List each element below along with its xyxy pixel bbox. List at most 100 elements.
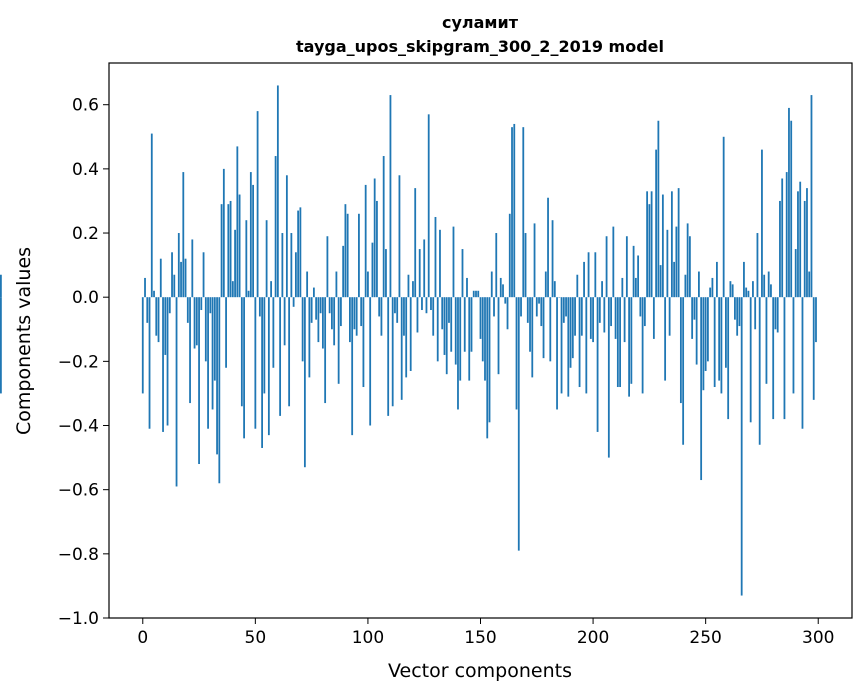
bar <box>569 297 572 368</box>
bar <box>682 297 685 445</box>
y-tick-label: 0.2 <box>72 224 99 244</box>
bar <box>578 297 581 388</box>
bar <box>263 297 266 394</box>
bar <box>294 252 297 298</box>
bar <box>443 297 446 355</box>
y-tick-label: 0.6 <box>72 96 99 116</box>
bar <box>797 191 799 298</box>
bar <box>779 200 781 298</box>
bar <box>303 297 306 468</box>
bar <box>643 297 646 327</box>
bar <box>209 297 212 314</box>
bar <box>355 297 358 336</box>
chart-title: суламит <box>442 13 519 32</box>
bar <box>430 297 432 311</box>
bar <box>346 213 349 298</box>
y-tick-label: 0.4 <box>72 160 99 180</box>
bar <box>403 297 405 336</box>
bar <box>180 261 182 298</box>
bar <box>398 175 401 298</box>
bar <box>297 210 300 298</box>
bar <box>650 191 653 298</box>
bar <box>812 297 815 400</box>
bar <box>639 297 642 317</box>
bar <box>358 213 360 298</box>
bar <box>191 239 194 298</box>
bar <box>173 274 176 298</box>
bar <box>688 236 691 298</box>
bar <box>792 297 795 394</box>
bar <box>0 274 2 298</box>
bar <box>711 277 714 298</box>
bar <box>486 297 489 439</box>
bar <box>283 297 286 346</box>
bar <box>405 297 408 378</box>
bar <box>240 297 243 407</box>
bar <box>448 297 450 323</box>
bar <box>596 297 599 432</box>
bar <box>261 297 263 448</box>
bar <box>508 213 511 298</box>
bar <box>292 297 295 307</box>
bar <box>274 156 277 298</box>
bar <box>407 274 410 298</box>
bar <box>745 287 748 298</box>
bar <box>765 297 768 384</box>
bar <box>542 297 545 359</box>
bar <box>436 297 439 362</box>
bar <box>333 297 336 346</box>
bar <box>382 156 385 298</box>
bar <box>414 188 417 298</box>
bar <box>459 297 462 381</box>
bar <box>389 95 392 298</box>
bar <box>556 297 558 410</box>
bar <box>502 284 504 298</box>
bar <box>477 290 480 298</box>
bar <box>425 297 428 314</box>
bar <box>495 233 498 298</box>
bar <box>574 297 576 336</box>
bar <box>535 297 538 317</box>
bar <box>150 133 153 298</box>
bar <box>373 178 376 298</box>
bar <box>427 114 430 298</box>
bar <box>738 297 741 327</box>
bar <box>267 297 270 436</box>
bar <box>763 274 766 298</box>
bar <box>565 297 567 317</box>
bar <box>432 297 435 336</box>
bar <box>783 297 786 420</box>
bar <box>488 297 491 423</box>
bar <box>695 297 698 365</box>
bar <box>675 226 678 298</box>
bar <box>306 271 309 298</box>
bar <box>610 297 612 327</box>
bar <box>562 297 565 323</box>
bar <box>225 297 227 368</box>
bar <box>279 297 282 416</box>
bar <box>598 297 601 323</box>
bar <box>308 297 311 378</box>
bar <box>227 204 230 298</box>
bar <box>592 297 594 343</box>
bar <box>560 297 563 394</box>
y-tick-label: −0.2 <box>58 352 99 372</box>
bar <box>141 297 144 394</box>
bar <box>470 297 473 352</box>
bar <box>529 297 531 352</box>
bar <box>693 297 696 320</box>
bar <box>740 297 743 596</box>
y-tick-label: −0.8 <box>58 545 99 565</box>
x-axis-label: Vector components <box>388 660 572 682</box>
bar <box>238 194 241 298</box>
bar <box>412 281 414 298</box>
bar <box>761 149 763 298</box>
x-tick-label: 250 <box>689 628 721 648</box>
x-axis-ticks: 0 50 100 150 200 250 300 <box>137 618 834 648</box>
bar <box>396 297 399 323</box>
bar-series <box>0 85 817 596</box>
y-axis-ticks: −1.0 −0.8 −0.6 −0.4 −0.2 0.0 0.2 0.4 0.6 <box>58 96 109 629</box>
bar <box>734 297 736 320</box>
bar <box>326 236 329 298</box>
